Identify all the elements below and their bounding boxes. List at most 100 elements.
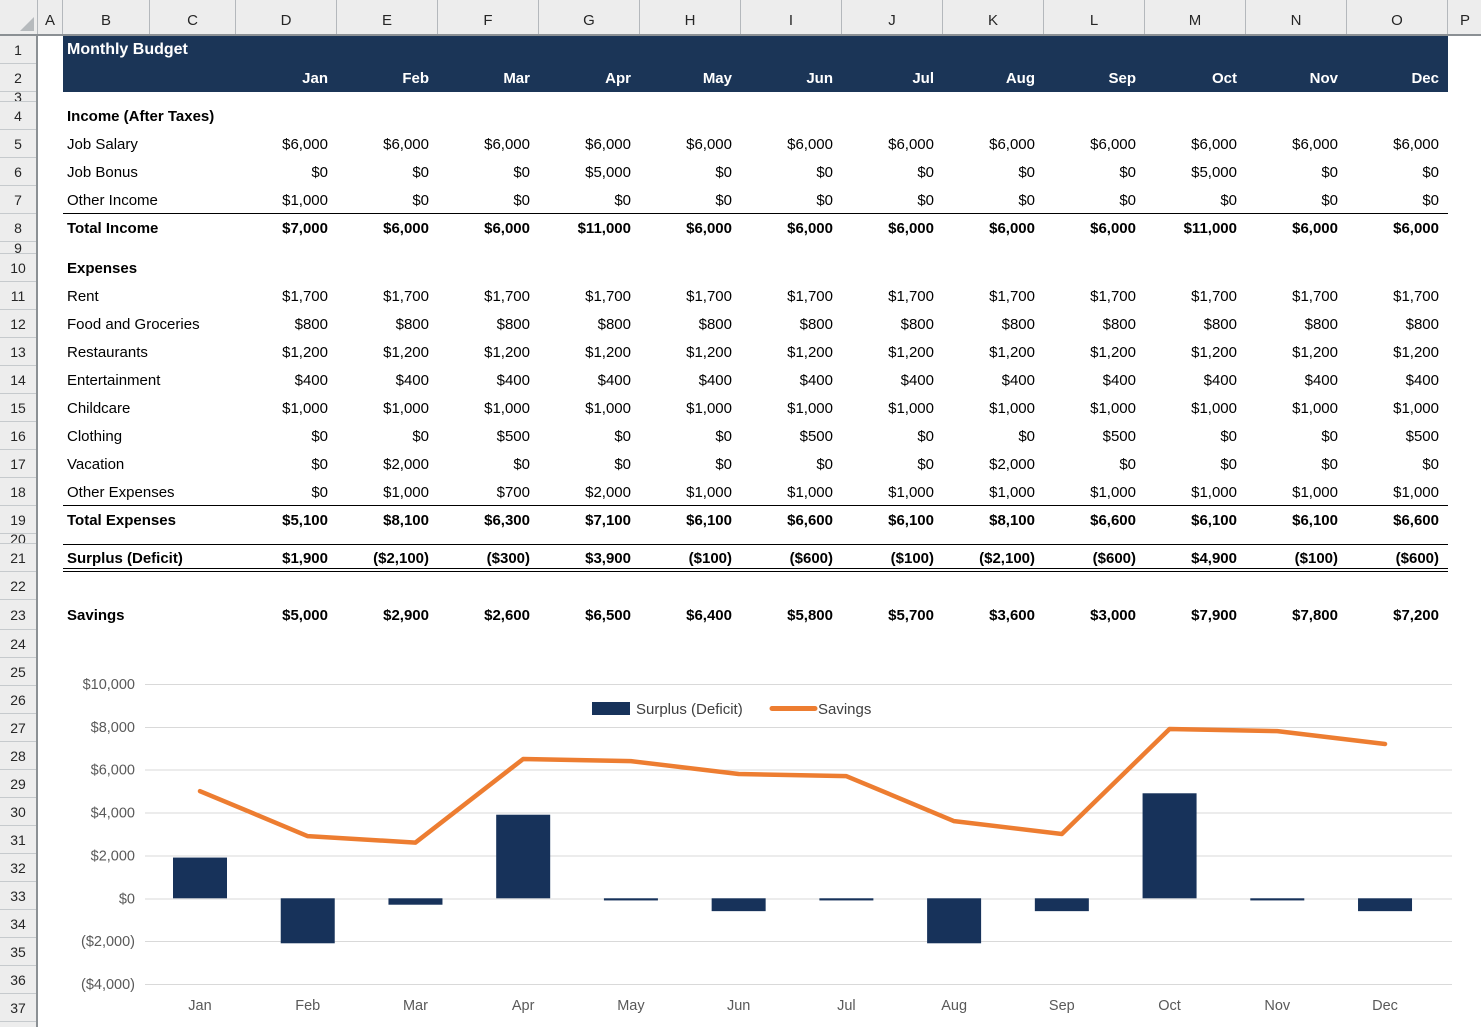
value-cell[interactable]: $6,100 bbox=[1191, 511, 1237, 529]
value-cell[interactable]: $800 bbox=[1001, 315, 1035, 333]
value-cell[interactable]: ($100) bbox=[1294, 549, 1338, 567]
column-header-E[interactable]: E bbox=[337, 0, 438, 34]
value-cell[interactable]: $800 bbox=[698, 315, 732, 333]
row-header-8[interactable]: 8 bbox=[0, 214, 36, 242]
value-cell[interactable]: $400 bbox=[1001, 371, 1035, 389]
value-cell[interactable]: $1,700 bbox=[1090, 287, 1136, 305]
row-header-9[interactable]: 9 bbox=[0, 242, 36, 254]
value-cell[interactable]: $0 bbox=[1422, 455, 1439, 473]
value-cell[interactable]: $2,000 bbox=[585, 483, 631, 501]
value-cell[interactable]: $1,000 bbox=[383, 483, 429, 501]
value-cell[interactable]: $500 bbox=[496, 427, 530, 445]
row-label-total-income[interactable]: Total Income bbox=[67, 219, 159, 237]
value-cell[interactable]: $1,000 bbox=[585, 399, 631, 417]
value-cell[interactable]: $6,100 bbox=[1292, 511, 1338, 529]
value-cell[interactable]: $4,900 bbox=[1191, 549, 1237, 567]
value-cell[interactable]: $1,000 bbox=[686, 399, 732, 417]
value-cell[interactable]: $5,000 bbox=[282, 606, 328, 624]
value-cell[interactable]: $0 bbox=[917, 427, 934, 445]
value-cell[interactable]: $400 bbox=[395, 371, 429, 389]
value-cell[interactable]: $6,300 bbox=[484, 511, 530, 529]
value-cell[interactable]: $1,200 bbox=[686, 343, 732, 361]
row-header-21[interactable]: 21 bbox=[0, 544, 36, 572]
value-cell[interactable]: $3,900 bbox=[585, 549, 631, 567]
column-header-A[interactable]: A bbox=[38, 0, 63, 34]
value-cell[interactable]: $2,900 bbox=[383, 606, 429, 624]
value-cell[interactable]: $1,200 bbox=[1393, 343, 1439, 361]
chart-area[interactable]: $10,000 $8,000 $6,000 $4,000 $2,000 $0 ($2,000… bbox=[38, 658, 1481, 1027]
row-label-expenses[interactable]: Expenses bbox=[67, 259, 138, 277]
value-cell[interactable]: $1,000 bbox=[787, 483, 833, 501]
value-cell[interactable]: $5,700 bbox=[888, 606, 934, 624]
value-cell[interactable]: $6,000 bbox=[383, 135, 429, 153]
value-cell[interactable]: $6,000 bbox=[383, 219, 429, 237]
select-all-cell[interactable] bbox=[0, 0, 38, 34]
value-cell[interactable]: $7,000 bbox=[282, 219, 328, 237]
row-label-job-salary[interactable]: Job Salary bbox=[67, 135, 138, 153]
value-cell[interactable]: ($300) bbox=[486, 549, 530, 567]
row-header-16[interactable]: 16 bbox=[0, 422, 36, 450]
value-cell[interactable]: $6,000 bbox=[1090, 135, 1136, 153]
value-cell[interactable]: $0 bbox=[614, 427, 631, 445]
value-cell[interactable]: $1,000 bbox=[1393, 399, 1439, 417]
value-cell[interactable]: $400 bbox=[799, 371, 833, 389]
value-cell[interactable]: ($100) bbox=[890, 549, 934, 567]
value-cell[interactable]: $800 bbox=[1405, 315, 1439, 333]
value-cell[interactable]: $0 bbox=[917, 163, 934, 181]
value-cell[interactable]: $7,100 bbox=[585, 511, 631, 529]
value-cell[interactable]: $1,200 bbox=[1191, 343, 1237, 361]
row-header-34[interactable]: 34 bbox=[0, 910, 36, 938]
value-cell[interactable]: ($2,100) bbox=[373, 549, 429, 567]
row-header-14[interactable]: 14 bbox=[0, 366, 36, 394]
value-cell[interactable]: $3,600 bbox=[989, 606, 1035, 624]
value-cell[interactable]: $1,200 bbox=[989, 343, 1035, 361]
value-cell[interactable]: $5,100 bbox=[282, 511, 328, 529]
value-cell[interactable]: $400 bbox=[1203, 371, 1237, 389]
row-header-12[interactable]: 12 bbox=[0, 310, 36, 338]
value-cell[interactable]: $0 bbox=[513, 163, 530, 181]
row-label-other-expenses[interactable]: Other Expenses bbox=[67, 483, 175, 501]
row-header-27[interactable]: 27 bbox=[0, 714, 36, 742]
column-header-C[interactable]: C bbox=[150, 0, 236, 34]
row-header-30[interactable]: 30 bbox=[0, 798, 36, 826]
value-cell[interactable]: $500 bbox=[1102, 427, 1136, 445]
value-cell[interactable]: $7,800 bbox=[1292, 606, 1338, 624]
value-cell[interactable]: $0 bbox=[614, 191, 631, 209]
column-header-L[interactable]: L bbox=[1044, 0, 1145, 34]
value-cell[interactable]: $1,000 bbox=[888, 483, 934, 501]
row-header-5[interactable]: 5 bbox=[0, 130, 36, 158]
row-header-1[interactable]: 1 bbox=[0, 36, 36, 64]
value-cell[interactable]: $400 bbox=[496, 371, 530, 389]
value-cell[interactable]: $6,500 bbox=[585, 606, 631, 624]
month-header-May[interactable]: May bbox=[702, 69, 732, 87]
value-cell[interactable]: $0 bbox=[715, 455, 732, 473]
value-cell[interactable]: $1,000 bbox=[1393, 483, 1439, 501]
value-cell[interactable]: $1,700 bbox=[1292, 287, 1338, 305]
value-cell[interactable]: $6,000 bbox=[989, 135, 1035, 153]
value-cell[interactable]: $5,000 bbox=[585, 163, 631, 181]
row-label-surplus-deficit[interactable]: Surplus (Deficit) bbox=[67, 549, 183, 567]
value-cell[interactable]: ($100) bbox=[688, 549, 732, 567]
row-label-clothing[interactable]: Clothing bbox=[67, 427, 123, 445]
value-cell[interactable]: ($600) bbox=[1395, 549, 1439, 567]
row-label-other-income[interactable]: Other Income bbox=[67, 191, 158, 209]
value-cell[interactable]: $0 bbox=[1018, 427, 1035, 445]
value-cell[interactable]: $6,000 bbox=[484, 135, 530, 153]
value-cell[interactable]: $0 bbox=[816, 163, 833, 181]
value-cell[interactable]: $800 bbox=[294, 315, 328, 333]
row-header-33[interactable]: 33 bbox=[0, 882, 36, 910]
value-cell[interactable]: $6,000 bbox=[1393, 219, 1439, 237]
value-cell[interactable]: $1,200 bbox=[1292, 343, 1338, 361]
value-cell[interactable]: $8,100 bbox=[989, 511, 1035, 529]
value-cell[interactable]: $6,000 bbox=[1292, 135, 1338, 153]
value-cell[interactable]: $800 bbox=[799, 315, 833, 333]
value-cell[interactable]: $1,700 bbox=[585, 287, 631, 305]
value-cell[interactable]: $11,000 bbox=[1183, 219, 1237, 237]
value-cell[interactable]: $500 bbox=[1405, 427, 1439, 445]
row-header-7[interactable]: 7 bbox=[0, 186, 36, 214]
value-cell[interactable]: $0 bbox=[715, 191, 732, 209]
value-cell[interactable]: $1,000 bbox=[1191, 483, 1237, 501]
value-cell[interactable]: $0 bbox=[1321, 455, 1338, 473]
row-header-2[interactable]: 2 bbox=[0, 64, 36, 92]
value-cell[interactable]: $6,000 bbox=[686, 135, 732, 153]
